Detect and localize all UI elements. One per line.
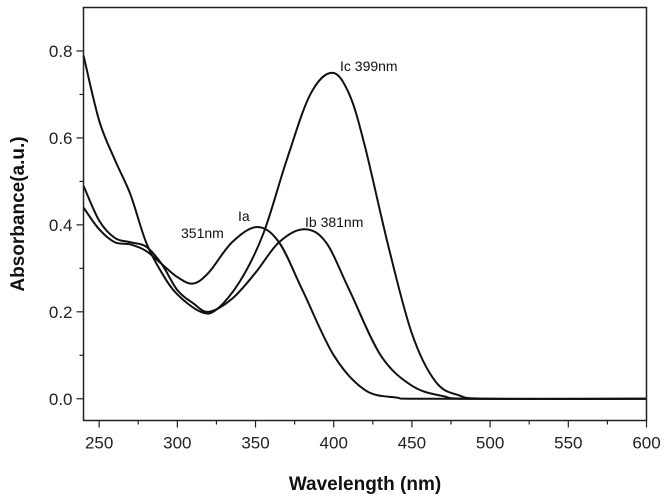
y-tick-label: 0.0 [49,390,73,409]
y-tick-label: 0.4 [49,216,73,235]
x-axis-label: Wavelength (nm) [289,474,441,495]
series-ic [82,55,647,401]
x-tick-label: 400 [320,434,348,453]
annotation-ib: Ib 381nm [305,214,363,230]
series-ib [82,185,647,400]
x-tick-label: 450 [398,434,426,453]
annotation-ic: Ic 399nm [340,58,398,74]
x-tick-label: 550 [554,434,582,453]
y-tick-label: 0.6 [49,129,73,148]
y-tick-label: 0.8 [49,42,73,61]
annotation-ia: Ia [238,208,250,224]
x-tick-label: 500 [476,434,504,453]
annotation-351nm: 351nm [181,225,224,241]
x-tick-label: 250 [85,434,113,453]
y-tick-label: 0.2 [49,303,73,322]
x-tick-label: 350 [241,434,269,453]
y-axis-label: Absorbance(a.u.) [8,136,29,291]
x-tick-label: 600 [632,434,660,453]
plot-frame [82,6,648,422]
x-tick-label: 300 [163,434,191,453]
series-ia [82,206,647,400]
